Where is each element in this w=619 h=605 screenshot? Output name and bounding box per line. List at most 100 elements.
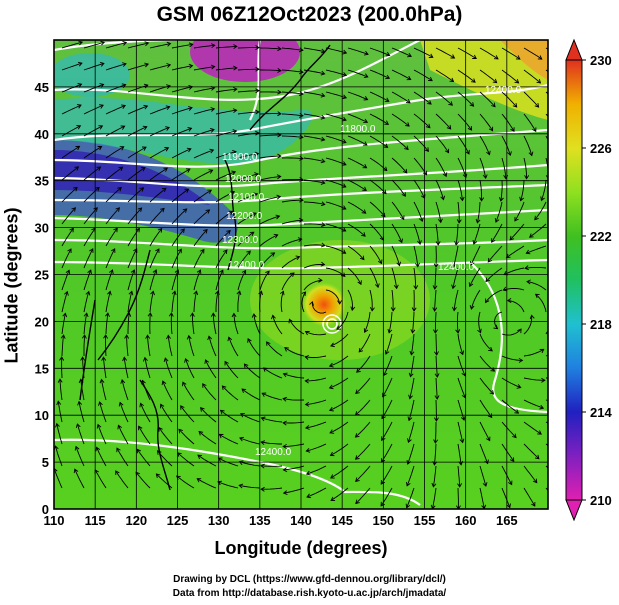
streamline bbox=[435, 91, 453, 106]
streamline-arrowhead bbox=[355, 499, 360, 505]
streamline bbox=[197, 454, 217, 467]
streamline-arrowhead bbox=[451, 306, 457, 312]
streamline bbox=[407, 421, 415, 443]
warm-region bbox=[420, 40, 548, 120]
streamline bbox=[303, 113, 325, 119]
streamline-arrowhead bbox=[408, 394, 413, 400]
streamline-arrowhead bbox=[254, 151, 260, 157]
streamline-arrowhead bbox=[432, 307, 438, 312]
streamline bbox=[303, 223, 325, 226]
streamline bbox=[281, 135, 303, 138]
streamline bbox=[347, 223, 366, 237]
streamline-arrowhead bbox=[454, 241, 459, 246]
streamline bbox=[171, 168, 191, 181]
streamline-arrowhead bbox=[231, 312, 237, 318]
streamline-arrowhead bbox=[482, 174, 488, 180]
colorbar-min-arrow bbox=[565, 499, 583, 522]
streamline bbox=[261, 441, 282, 445]
streamline bbox=[239, 484, 261, 489]
streamline-arrowhead bbox=[320, 136, 326, 142]
streamline-arrowhead bbox=[198, 430, 204, 436]
streamline bbox=[501, 421, 517, 438]
streamline-arrowhead bbox=[165, 105, 171, 110]
streamline bbox=[220, 409, 239, 423]
streamline-arrowhead bbox=[359, 255, 365, 261]
streamline-arrowhead bbox=[450, 54, 456, 59]
y-tick-label: 20 bbox=[35, 314, 49, 329]
streamline bbox=[523, 91, 539, 108]
streamline-arrowhead bbox=[139, 187, 145, 192]
streamline bbox=[266, 341, 283, 357]
streamline-arrowhead bbox=[494, 218, 500, 223]
streamline bbox=[435, 113, 452, 130]
colorbar-scale bbox=[565, 59, 583, 501]
streamline-arrowhead bbox=[431, 482, 437, 488]
streamline bbox=[237, 270, 246, 291]
streamline bbox=[369, 289, 373, 311]
streamline bbox=[56, 423, 63, 445]
streamline bbox=[61, 166, 79, 181]
streamline bbox=[491, 223, 503, 243]
streamline-arrowhead bbox=[69, 227, 74, 233]
streamline-arrowhead bbox=[467, 125, 473, 131]
streamline bbox=[237, 212, 257, 225]
streamline-arrowhead bbox=[284, 347, 289, 352]
streamline-arrowhead bbox=[254, 172, 259, 177]
streamline-arrowhead bbox=[239, 436, 244, 442]
streamline bbox=[303, 263, 325, 269]
streamline-arrowhead bbox=[425, 123, 431, 129]
streamline bbox=[105, 248, 116, 269]
streamline bbox=[281, 47, 303, 51]
streamline-arrowhead bbox=[444, 148, 450, 154]
streamline-arrowhead bbox=[557, 103, 561, 107]
streamline bbox=[215, 230, 231, 247]
streamline-arrowhead bbox=[99, 378, 105, 384]
streamline-arrowhead bbox=[455, 329, 461, 334]
streamline-arrowhead bbox=[442, 172, 448, 178]
streamline-arrowhead bbox=[468, 282, 474, 288]
streamline-arrowhead bbox=[528, 151, 534, 157]
streamline bbox=[170, 312, 173, 335]
streamline-arrowhead bbox=[424, 147, 429, 152]
streamline bbox=[83, 227, 96, 247]
streamline-arrowhead bbox=[196, 478, 202, 483]
streamline bbox=[479, 69, 497, 84]
plot-title: GSM 06Z12Oct2023 (200.0hPa) bbox=[156, 3, 463, 26]
streamline bbox=[391, 135, 409, 150]
streamline-arrowhead bbox=[451, 284, 456, 290]
streamline bbox=[61, 291, 68, 313]
streamline-arrowhead bbox=[210, 312, 216, 317]
streamline bbox=[506, 245, 525, 258]
streamline-arrowhead bbox=[524, 265, 529, 271]
streamline-arrowhead bbox=[456, 219, 462, 224]
streamline-arrowhead bbox=[185, 168, 191, 173]
streamline bbox=[413, 69, 433, 82]
streamline-arrowhead bbox=[109, 269, 114, 275]
streamline bbox=[523, 465, 538, 483]
streamline-arrowhead bbox=[384, 97, 390, 102]
streamline-arrowhead bbox=[98, 401, 103, 406]
streamline bbox=[501, 328, 522, 336]
streamline bbox=[503, 267, 525, 276]
streamline-arrowhead bbox=[341, 183, 347, 188]
streamline-arrowhead bbox=[377, 259, 383, 265]
streamline bbox=[329, 377, 349, 389]
streamline bbox=[105, 63, 127, 71]
streamline-arrowhead bbox=[320, 114, 326, 120]
streamline bbox=[105, 269, 113, 291]
streamline-arrowhead bbox=[329, 429, 335, 434]
streamline-arrowhead bbox=[251, 212, 257, 217]
streamline-arrowhead bbox=[385, 51, 391, 57]
streamline-arrowhead bbox=[557, 477, 561, 481]
streamline-arrowhead bbox=[184, 357, 189, 363]
streamline-arrowhead bbox=[514, 409, 520, 414]
streamline-arrowhead bbox=[384, 350, 390, 355]
y-tick-label: 35 bbox=[35, 174, 49, 189]
streamline bbox=[413, 135, 429, 152]
streamline bbox=[105, 228, 118, 247]
streamline-arrowhead bbox=[260, 440, 266, 446]
streamline bbox=[523, 315, 533, 335]
streamline bbox=[61, 335, 65, 357]
streamline-arrowhead bbox=[330, 342, 335, 348]
streamline bbox=[306, 443, 327, 452]
